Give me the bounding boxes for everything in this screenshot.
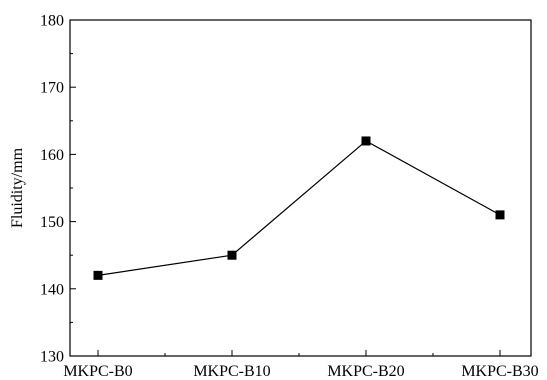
y-tick-label: 180 bbox=[40, 13, 64, 30]
series-line bbox=[97, 140, 501, 276]
x-tick-label: MKPC-B10 bbox=[193, 363, 270, 380]
y-tick-label: 140 bbox=[40, 281, 64, 298]
data-point-marker bbox=[361, 136, 371, 146]
y-axis-label: Fluidity/mm bbox=[9, 147, 26, 228]
y-tick-label: 160 bbox=[40, 147, 64, 164]
y-tick-label: 130 bbox=[40, 349, 64, 366]
plot-frame bbox=[69, 19, 532, 357]
data-point-marker bbox=[93, 270, 103, 280]
axis-tick-labels: 130 140 150 160 170 180 MKPC-B0 MKPC-B10 MKPC-B2… bbox=[40, 13, 539, 380]
data-point-marker bbox=[227, 250, 237, 260]
x-tick-label: MKPC-B0 bbox=[63, 363, 132, 380]
series-markers bbox=[93, 136, 505, 280]
axis-ticks bbox=[70, 19, 501, 357]
x-tick-label: MKPC-B30 bbox=[461, 363, 538, 380]
x-tick-label: MKPC-B20 bbox=[327, 363, 404, 380]
y-tick-label: 170 bbox=[40, 80, 64, 97]
y-tick-label: 150 bbox=[40, 214, 64, 231]
data-point-marker bbox=[495, 210, 505, 220]
